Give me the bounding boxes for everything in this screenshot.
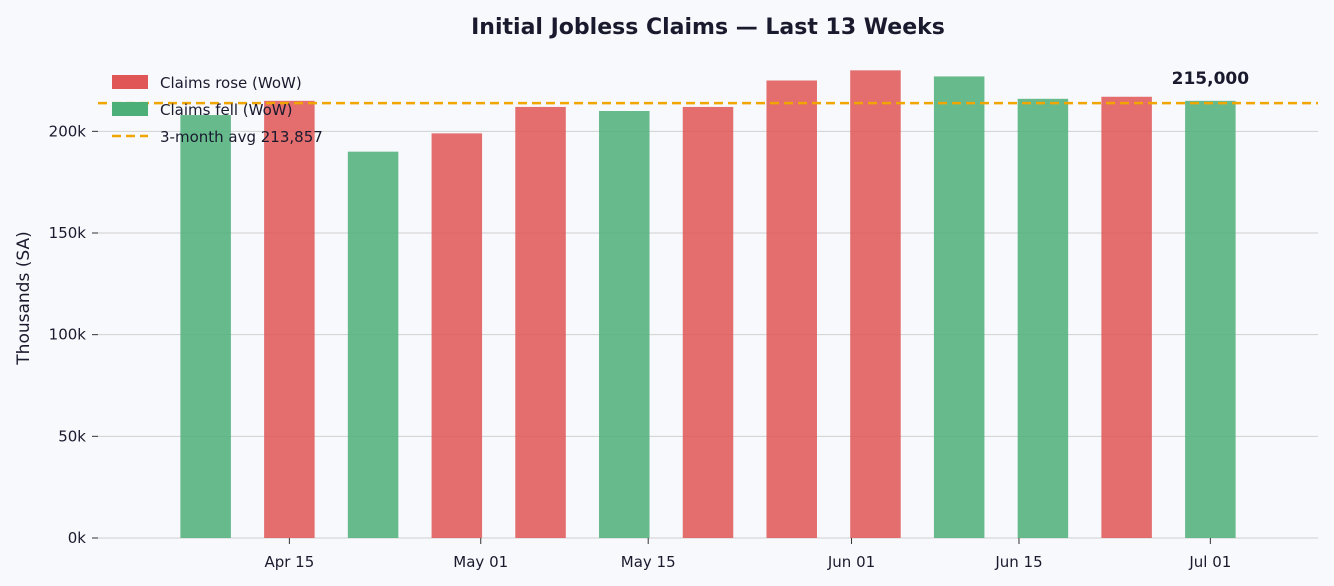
y-tick-label: 200k [49, 122, 87, 140]
legend-fell-swatch [112, 102, 148, 116]
legend-rose-swatch [112, 75, 148, 89]
legend: Claims rose (WoW) Claims fell (WoW) 3-mont… [112, 74, 323, 146]
chart-title: Initial Jobless Claims — Last 13 Weeks [471, 15, 945, 40]
bar [1017, 98, 1069, 539]
x-tick-label: May 15 [621, 553, 676, 571]
bar [933, 76, 985, 538]
legend-label: 3-month avg 213,857 [160, 128, 323, 146]
y-tick-label: 50k [58, 427, 86, 445]
x-tick-label: Jul 01 [1188, 553, 1231, 571]
bar [180, 115, 231, 539]
y-tick-label: 100k [49, 326, 87, 344]
x-tick-label: Apr 15 [264, 553, 314, 571]
bar [264, 100, 315, 538]
y-axis: 0k 50k 100k 150k 200k [49, 122, 98, 547]
x-axis: Apr 15 May 01 May 15 Jun 01 Jun 15 Jul 01 [264, 538, 1231, 571]
bar [347, 151, 399, 538]
bar [1185, 100, 1236, 538]
x-tick-label: Jun 15 [994, 553, 1042, 571]
bar [599, 111, 650, 538]
y-axis-label: Thousands (SA) [14, 231, 34, 365]
legend-label: Claims rose (WoW) [160, 74, 302, 92]
bar [1101, 96, 1152, 539]
bars [180, 70, 1236, 539]
last-value-annotation: 215,000 [1172, 69, 1250, 89]
bar [431, 133, 483, 538]
legend-label: Claims fell (WoW) [160, 101, 292, 119]
x-tick-label: May 01 [453, 553, 508, 571]
bar [850, 70, 901, 538]
y-tick-label: 150k [49, 224, 87, 242]
bar [766, 80, 817, 538]
bar [515, 106, 566, 538]
y-tick-label: 0k [68, 529, 87, 547]
x-tick-label: Jun 01 [827, 553, 875, 571]
bar [682, 106, 734, 538]
